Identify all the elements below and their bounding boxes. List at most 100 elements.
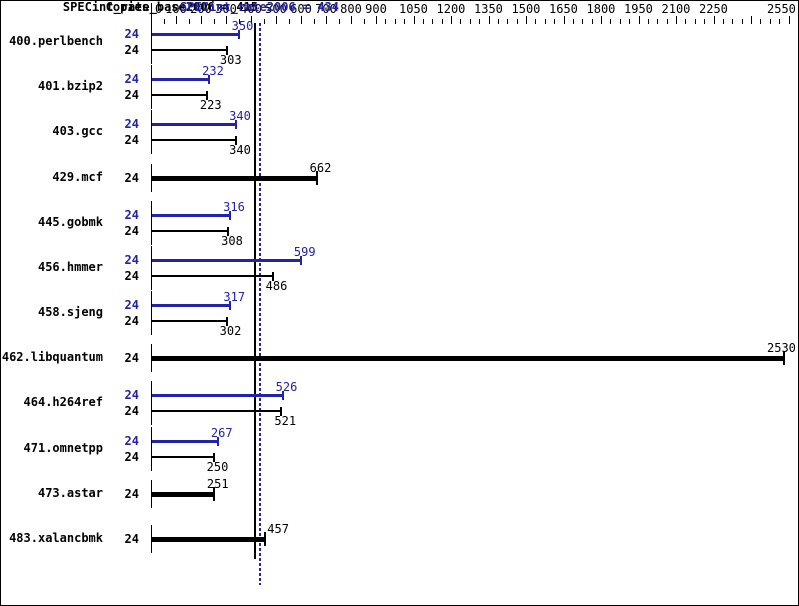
x-axis-minor-tick [667,19,668,24]
x-axis-major-tick [639,16,640,24]
x-axis-tick-label: 900 [365,2,387,16]
base-bar-cap [206,91,208,100]
x-axis-minor-tick [460,19,461,24]
x-axis-minor-tick [779,19,780,24]
x-axis-minor-tick [648,19,649,24]
base-result-line [254,23,256,559]
x-axis-major-tick [601,16,602,24]
x-axis-tick-label: 700 [315,2,337,16]
x-axis-major-tick [789,16,790,24]
base-value-label: 302 [219,324,242,338]
peak-value-label: 599 [293,245,316,259]
x-axis-major-tick [201,16,202,24]
copies-value: 24 [124,88,139,102]
base-value-label: 308 [221,234,243,248]
x-axis-minor-tick [314,19,315,24]
peak-value-label: 267 [210,426,233,440]
copies-value: 24 [124,171,139,185]
x-axis-major-tick [351,16,352,24]
peak-bar [152,33,239,36]
x-axis-minor-tick [498,19,499,24]
x-axis-minor-tick [470,19,471,24]
copies-value: 24 [124,72,139,86]
x-axis-tick-label: 200 [190,2,212,16]
x-axis-minor-tick [732,19,733,24]
x-axis-tick-label: 1950 [624,2,653,16]
x-axis-minor-tick [164,19,165,24]
result-value-label: 2530 [767,341,796,355]
x-axis-tick-label: 1050 [399,2,428,16]
x-axis-minor-tick [704,19,705,24]
x-axis-tick-label: 300 [215,2,237,16]
copies-value: 24 [124,434,139,448]
x-axis-minor-tick [545,19,546,24]
x-axis-minor-tick [404,19,405,24]
x-axis-major-tick [376,16,377,24]
result-bar [152,356,784,361]
base-bar-cap [235,136,237,145]
x-axis-minor-tick [582,19,583,24]
copies-value: 24 [124,388,139,402]
base-value-label: 486 [265,279,288,293]
axis-origin-segment [151,427,152,471]
x-axis-major-tick [226,16,227,24]
base-bar-cap [226,46,228,55]
x-axis-minor-tick [760,19,761,24]
x-axis-minor-tick [289,19,290,24]
copies-value: 24 [124,351,139,365]
x-axis-tick-label: 800 [340,2,362,16]
result-bar [152,492,214,497]
base-bar [152,456,214,458]
copies-value: 24 [124,269,139,283]
base-bar [152,49,227,51]
result-bar [152,176,317,181]
peak-value-label: 316 [223,200,245,214]
result-value-label: 457 [267,522,289,536]
x-axis-tick-label: 100 [165,2,187,16]
peak-value-label: 340 [229,109,251,123]
peak-result-line [259,23,261,585]
x-axis-tick-label: 400 [240,2,262,16]
base-value-label: 521 [274,414,297,428]
axis-origin-segment [151,291,152,335]
x-axis-major-tick [251,16,252,24]
benchmark-label: 445.gobmk [37,215,103,229]
x-axis-major-tick [414,16,415,24]
result-bar-cap [213,487,215,501]
base-bar-cap [226,317,228,326]
peak-bar [152,440,218,443]
base-bar [152,139,236,141]
base-value-label: 303 [219,53,242,67]
base-value-label: 340 [229,143,251,157]
x-axis-major-tick [176,16,177,24]
copies-value: 24 [124,43,139,57]
peak-bar-cap [229,301,231,310]
x-axis-tick-label: 2250 [699,2,728,16]
copies-value: 24 [124,450,139,464]
result-bar [152,537,266,542]
x-axis-major-tick [489,16,490,24]
base-bar-cap [227,227,229,236]
peak-bar-cap [282,391,284,400]
x-axis-minor-tick [517,19,518,24]
result-value-label: 251 [206,477,229,491]
x-axis-tick-label: 600 [290,2,312,16]
result-bar-cap [783,351,785,365]
x-axis-tick-label: 1500 [511,2,541,16]
base-result-text: SPECint_rate_base2006 = 415 [62,0,258,14]
benchmark-label: 483.xalancbmk [9,531,103,545]
axis-origin-segment [151,65,152,109]
x-axis-tick-label: 1650 [549,2,578,16]
x-axis-minor-tick [592,19,593,24]
copies-value: 24 [124,487,139,501]
x-axis-minor-tick [395,19,396,24]
base-value-label: 223 [199,98,222,112]
peak-bar [152,123,236,126]
axis-origin-segment [151,344,152,372]
copies-value: 24 [124,27,139,41]
peak-bar-cap [235,120,237,129]
x-axis-minor-tick [742,19,743,24]
axis-origin-segment [151,381,152,425]
x-axis-minor-tick [554,19,555,24]
